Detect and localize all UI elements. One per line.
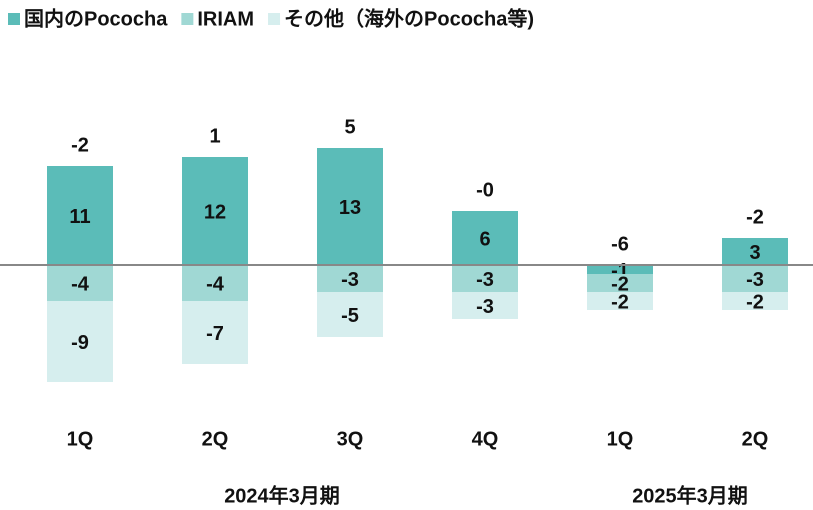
bar-segment — [47, 166, 113, 265]
bar-segment — [182, 301, 248, 364]
legend-label: その他（海外のPococha等) — [284, 6, 534, 30]
legend-label: IRIAM — [197, 8, 254, 30]
value-label: -2 — [746, 291, 764, 313]
value-label: -3 — [341, 269, 359, 291]
total-label: -2 — [746, 206, 764, 228]
total-label: -0 — [476, 179, 494, 201]
bar-segment — [47, 265, 113, 301]
bar-segment — [452, 292, 518, 319]
bar-segment — [47, 301, 113, 382]
x-tick-label: 1Q — [607, 428, 634, 450]
value-label: -7 — [206, 323, 224, 345]
bar-segment — [587, 292, 653, 310]
value-label: -3 — [476, 296, 494, 318]
value-label: 12 — [204, 201, 226, 223]
value-label: -4 — [71, 273, 90, 295]
x-tick-label: 3Q — [337, 428, 364, 450]
bar-segment — [587, 265, 653, 274]
bar-segment — [722, 238, 788, 265]
value-label: 6 — [479, 228, 490, 250]
x-tick-label: 4Q — [472, 428, 499, 450]
bar-segment — [452, 211, 518, 265]
total-label: 1 — [209, 125, 220, 147]
value-label: -5 — [341, 305, 359, 327]
bar-segment — [587, 274, 653, 292]
total-label: 5 — [344, 116, 355, 138]
legend-swatch — [268, 13, 281, 25]
total-label: -6 — [611, 233, 629, 255]
bar-segment — [452, 265, 518, 292]
value-label: 3 — [749, 242, 760, 264]
bar-segment — [722, 265, 788, 292]
legend-swatch — [181, 13, 194, 25]
value-label: 13 — [339, 197, 361, 219]
x-tick-label: 1Q — [67, 428, 94, 450]
value-label: 11 — [69, 206, 90, 228]
bar-segment — [182, 157, 248, 265]
bar-segment — [317, 148, 383, 265]
bar-segment — [317, 292, 383, 337]
value-label: -4 — [206, 273, 225, 295]
value-label: -2 — [611, 291, 629, 313]
value-label: -3 — [746, 269, 764, 291]
legend-swatch — [8, 13, 20, 25]
total-label: -2 — [71, 134, 89, 156]
group-label: 2024年3月期 — [224, 483, 340, 507]
value-label: -9 — [71, 332, 89, 354]
value-label: -3 — [476, 269, 494, 291]
bar-segment — [182, 265, 248, 301]
value-label: -2 — [611, 273, 629, 295]
bar-segment — [722, 292, 788, 310]
legend-label: 国内のPococha — [24, 6, 168, 30]
bar-segment — [317, 265, 383, 292]
x-tick-label: 2Q — [742, 428, 769, 450]
group-label: 2025年3月期 — [632, 483, 748, 507]
x-tick-label: 2Q — [202, 428, 229, 450]
